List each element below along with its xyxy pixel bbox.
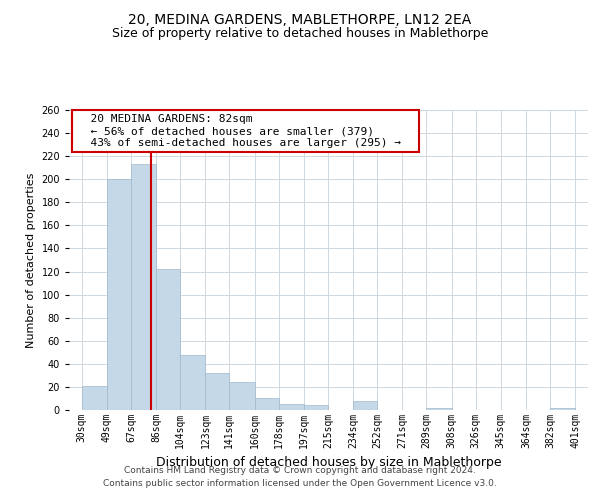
Text: 20, MEDINA GARDENS, MABLETHORPE, LN12 2EA: 20, MEDINA GARDENS, MABLETHORPE, LN12 2E… — [128, 12, 472, 26]
Bar — [427, 408, 452, 410]
Y-axis label: Number of detached properties: Number of detached properties — [26, 172, 36, 348]
Text: Contains HM Land Registry data © Crown copyright and database right 2024.
Contai: Contains HM Land Registry data © Crown c… — [103, 466, 497, 487]
Bar — [353, 401, 377, 410]
Bar — [304, 406, 328, 410]
X-axis label: Distribution of detached houses by size in Mablethorpe: Distribution of detached houses by size … — [155, 456, 502, 469]
Bar — [278, 404, 304, 410]
Bar — [180, 354, 205, 410]
Text: 20 MEDINA GARDENS: 82sqm  
  ← 56% of detached houses are smaller (379)  
  43% : 20 MEDINA GARDENS: 82sqm ← 56% of detach… — [77, 114, 414, 148]
Text: Size of property relative to detached houses in Mablethorpe: Size of property relative to detached ho… — [112, 28, 488, 40]
Bar — [254, 398, 278, 410]
Bar — [205, 373, 229, 410]
Bar — [131, 164, 156, 410]
Bar — [107, 179, 131, 410]
Bar — [82, 386, 107, 410]
Bar — [229, 382, 254, 410]
Bar — [156, 269, 180, 410]
Bar — [550, 408, 575, 410]
